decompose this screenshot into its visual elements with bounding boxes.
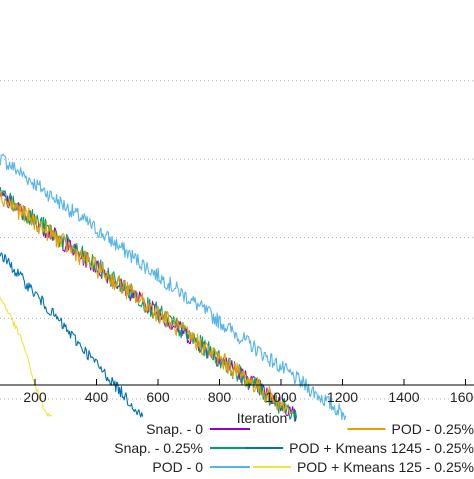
tick-layer: 200 400 600 800 1000 1200 1400 1600 [23, 379, 474, 405]
x-tick-label-400: 400 [85, 389, 109, 405]
legend-label-0: Snap. - 0 [146, 421, 203, 437]
legend-label-5: POD + Kmeans 125 - 0.25% [297, 459, 474, 474]
x-tick-label-1600: 1600 [450, 389, 474, 405]
series-line-3 [0, 190, 294, 415]
legend-label-1: Snap. - 0.25% [114, 440, 203, 456]
legend-label-2: POD - 0 [152, 459, 203, 474]
legend-label-4: POD + Kmeans 1245 - 0.25% [289, 440, 474, 456]
x-tick-label-1400: 1400 [388, 389, 419, 405]
series-layer [0, 153, 347, 422]
legend-label-3: POD - 0.25% [392, 421, 474, 437]
x-tick-label-600: 600 [146, 389, 170, 405]
x-tick-label-1000: 1000 [265, 389, 296, 405]
series-line-1 [0, 186, 297, 422]
x-tick-label-800: 800 [208, 389, 232, 405]
series-line-2 [0, 153, 347, 421]
series-line-5 [0, 295, 53, 417]
legend: Snap. - 0 Snap. - 0.25% POD - 0 POD - 0.25%… [114, 421, 474, 475]
grid-layer [0, 80, 474, 400]
series-line-0 [0, 187, 297, 422]
series-line-4 [0, 252, 144, 418]
x-tick-label-1200: 1200 [327, 389, 358, 405]
x-axis-title: Iteration [237, 410, 288, 426]
x-tick-label-200: 200 [23, 389, 47, 405]
